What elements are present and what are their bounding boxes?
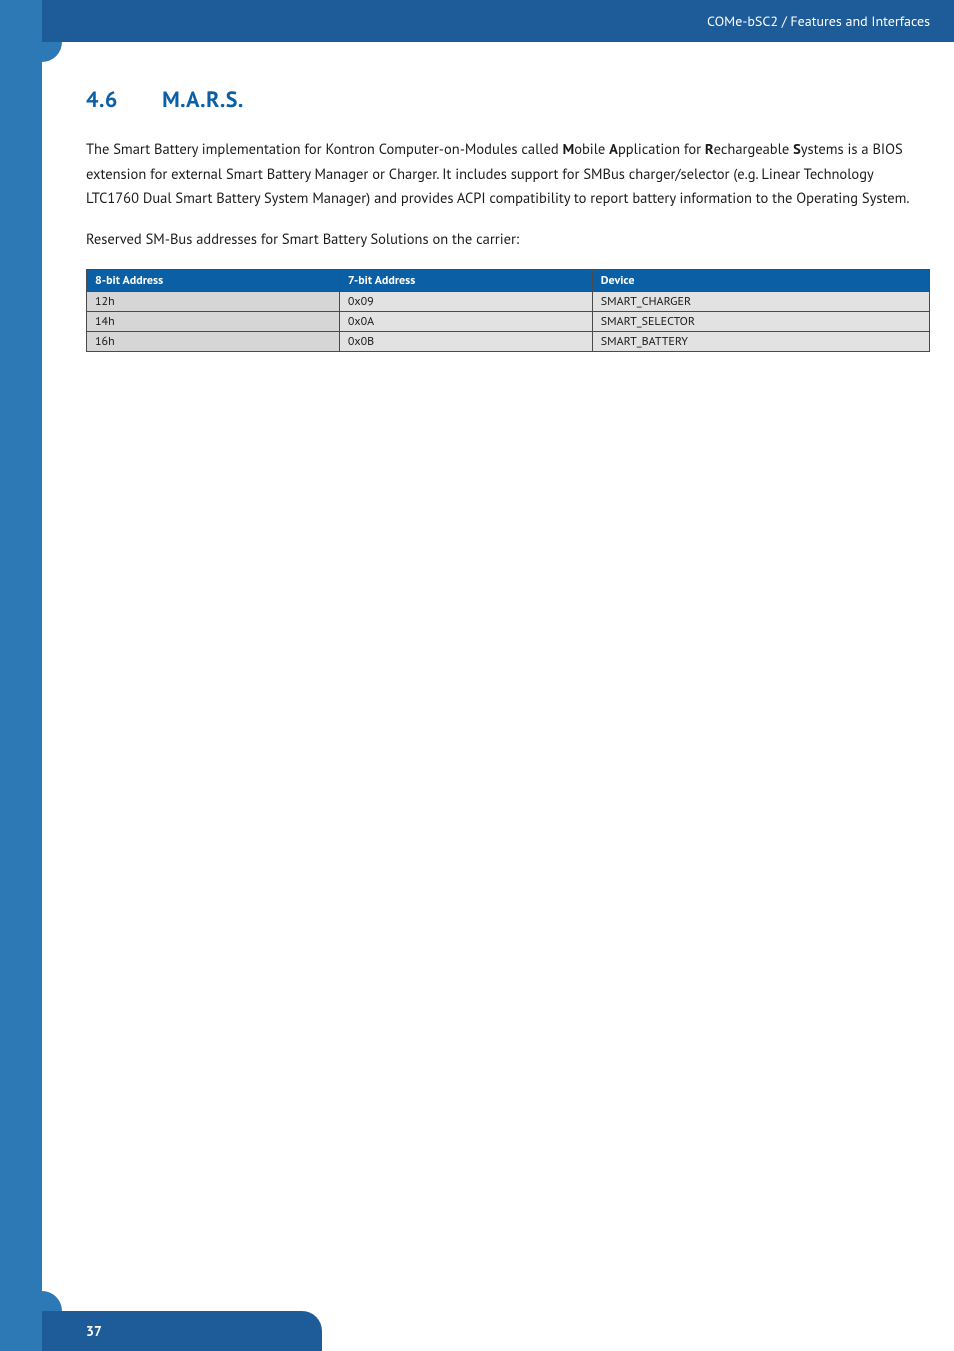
intro-paragraph: The Smart Battery implementation for Kon… [86, 138, 930, 212]
table-cell: SMART_SELECTOR [592, 311, 929, 331]
section-title: M.A.R.S. [162, 86, 244, 114]
breadcrumb: COMe-bSC2 / Features and Interfaces [707, 12, 930, 30]
table-cell: 0x0B [339, 331, 592, 351]
smbus-address-table: 8-bit Address7-bit AddressDevice 12h0x09… [86, 269, 930, 352]
section-heading: 4.6 M.A.R.S. [86, 86, 930, 114]
section-number: 4.6 [86, 86, 156, 114]
text-run: The Smart Battery implementation for Kon… [86, 140, 563, 159]
footer-bar: 37 [42, 1311, 322, 1351]
bold-run: A [609, 140, 618, 159]
table-header-cell: Device [592, 269, 929, 291]
bold-run: R [705, 140, 714, 159]
page-content: 4.6 M.A.R.S. The Smart Battery implement… [86, 86, 930, 352]
table-cell: 14h [87, 311, 340, 331]
table-cell: 16h [87, 331, 340, 351]
table-cell: SMART_CHARGER [592, 291, 929, 311]
table-caption: Reserved SM-Bus addresses for Smart Batt… [86, 228, 930, 253]
header-bar: COMe-bSC2 / Features and Interfaces [42, 0, 954, 42]
table-cell: 0x0A [339, 311, 592, 331]
text-run: pplication for [618, 140, 705, 159]
table-row: 16h0x0BSMART_BATTERY [87, 331, 930, 351]
table-body: 12h0x09SMART_CHARGER14h0x0ASMART_SELECTO… [87, 291, 930, 351]
left-vertical-stripe [0, 0, 42, 1351]
bold-run: M [563, 140, 575, 159]
table-cell: 12h [87, 291, 340, 311]
table-header-cell: 7-bit Address [339, 269, 592, 291]
text-run: echargeable [714, 140, 793, 159]
table-cell: 0x09 [339, 291, 592, 311]
bold-run: S [793, 140, 801, 159]
table-cell: SMART_BATTERY [592, 331, 929, 351]
text-run: obile [574, 140, 609, 159]
page-number: 37 [86, 1322, 102, 1340]
table-row: 12h0x09SMART_CHARGER [87, 291, 930, 311]
table-header-cell: 8-bit Address [87, 269, 340, 291]
table-header-row: 8-bit Address7-bit AddressDevice [87, 269, 930, 291]
table-row: 14h0x0ASMART_SELECTOR [87, 311, 930, 331]
